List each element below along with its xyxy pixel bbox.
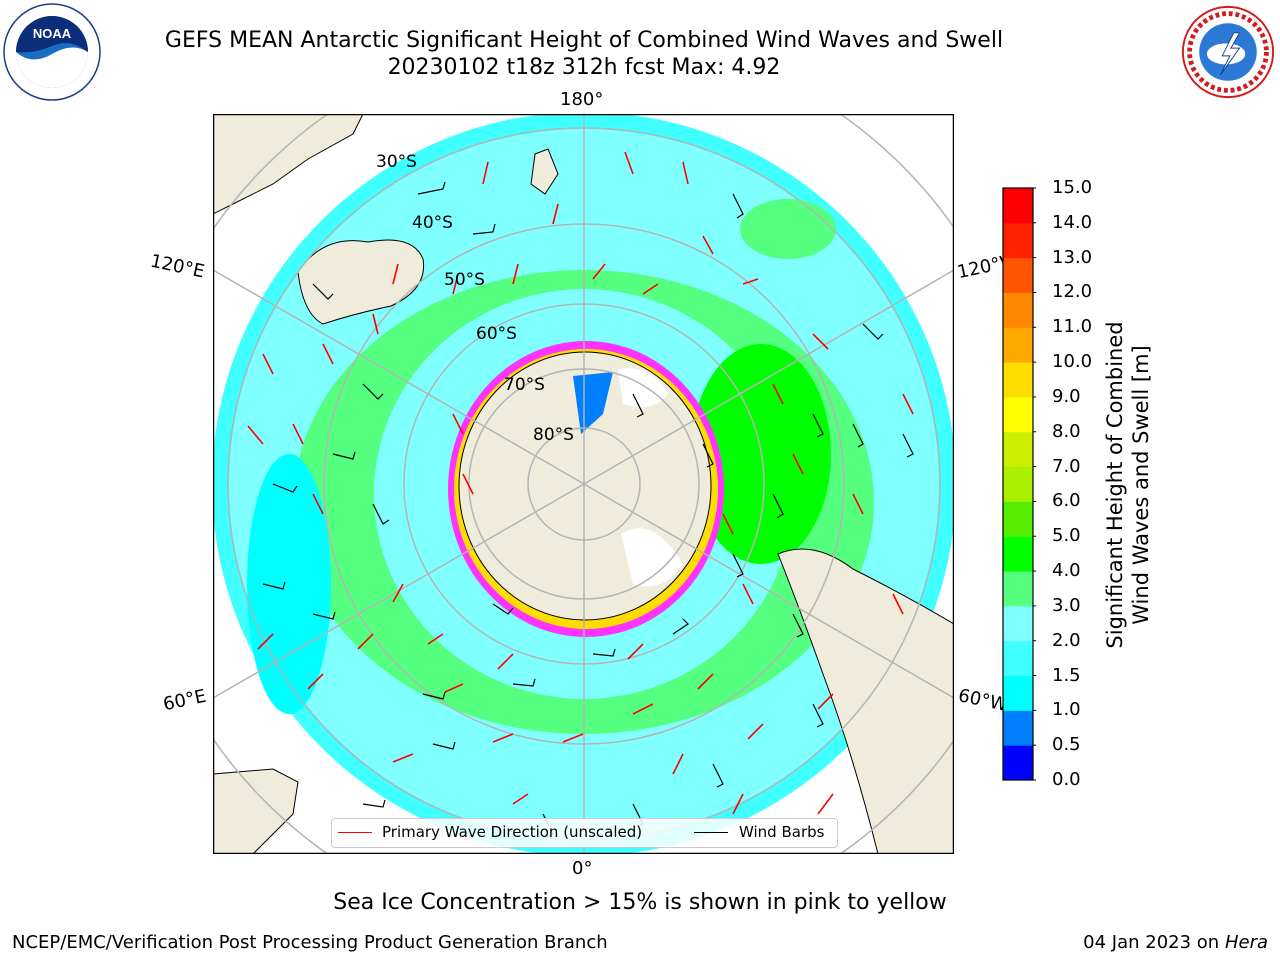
ice-shelf-weddell (621, 528, 683, 587)
wave-direction-arrows (247, 151, 914, 815)
colorbar-segment (1003, 536, 1033, 572)
footer-credit: NCEP/EMC/Verification Post Processing Pr… (12, 932, 608, 953)
land-australia (297, 239, 425, 325)
footer-date-text: 04 Jan 2023 on (1083, 932, 1225, 953)
lat-label-60s: 60°S (476, 324, 517, 344)
sea-ice-note: Sea Ice Concentration > 15% is shown in … (333, 890, 947, 915)
colorbar-tick-label: 14.0 (1052, 211, 1093, 233)
colorbar-segment (1003, 257, 1033, 293)
colorbar-tick-label: 1.5 (1052, 664, 1081, 686)
footer-date: 04 Jan 2023 on Hera (1083, 932, 1268, 953)
colorbar-tick-label: 9.0 (1052, 385, 1081, 407)
colorbar-border (1002, 187, 1034, 781)
colorbar-segment (1003, 466, 1033, 502)
ross-sea-low-waves (573, 372, 613, 434)
colorbar-tick-label: 0.0 (1052, 769, 1081, 790)
colorbar-tick-label: 1.0 (1052, 699, 1081, 721)
chart-title-line1: GEFS MEAN Antarctic Significant Height o… (164, 28, 1004, 53)
chart-title-line2: 20230102 t18z 312h fcst Max: 4.92 (387, 55, 781, 80)
colorbar-segment (1003, 188, 1033, 224)
wave-patch-cyan (247, 454, 331, 714)
colorbar-tick-label: 0.5 (1052, 734, 1081, 756)
colorbar-segment (1003, 327, 1033, 363)
colorbar-tick-label: 11.0 (1052, 316, 1093, 338)
colorbar-segment (1003, 292, 1033, 328)
colorbar-tick-label: 6.0 (1052, 490, 1081, 512)
colorbar-segment (1003, 362, 1033, 398)
colorbar-tick-label: 5.0 (1052, 525, 1081, 547)
lon-label-60e: 60°E (161, 685, 208, 716)
colorbar-tick-label: 12.0 (1052, 281, 1093, 303)
svg-text:NOAA: NOAA (33, 26, 72, 41)
colorbar (1002, 187, 1036, 781)
colorbar-segment (1003, 675, 1033, 711)
colorbar-tick-label: 4.0 (1052, 560, 1081, 582)
lon-label-0: 0° (572, 858, 593, 879)
land-africa (213, 768, 299, 854)
footer-machine: Hera (1224, 932, 1268, 953)
noaa-logo: NOAA (3, 3, 101, 101)
colorbar-segment (1003, 710, 1033, 746)
meridian-lines (213, 114, 954, 854)
colorbar-tick-label: 8.0 (1052, 420, 1081, 442)
colorbar-segment (1003, 431, 1033, 468)
lon-label-180: 180° (560, 89, 604, 110)
lat-label-30s: 30°S (376, 152, 417, 172)
colorbar-segment (1003, 745, 1033, 781)
land-new-zealand (530, 148, 559, 195)
wind-barb-legend-label: Wind Barbs (739, 823, 825, 841)
colorbar-segment (1003, 222, 1033, 259)
lat-label-80s: 80°S (533, 425, 574, 445)
lat-label-40s: 40°S (412, 213, 453, 233)
lat-label-70s: 70°S (504, 375, 545, 395)
map-legend: Primary Wave Direction (unscaled) Wind B… (331, 818, 838, 848)
wind-barb-legend-line (694, 832, 728, 833)
lon-label-120e: 120°E (148, 250, 207, 283)
wave-direction-legend-label: Primary Wave Direction (unscaled) (382, 823, 643, 841)
colorbar-tick-label: 7.0 (1052, 455, 1081, 477)
colorbar-segment (1003, 605, 1033, 642)
colorbar-segment (1003, 640, 1033, 677)
colorbar-title-line2: Wind Waves and Swell [m] (1129, 345, 1153, 625)
colorbar-tick-label: 10.0 (1052, 351, 1093, 373)
colorbar-segment (1003, 571, 1033, 607)
wave-direction-legend-line (338, 832, 372, 833)
land-asia (213, 114, 364, 215)
wave-patch (740, 199, 836, 259)
colorbar-segment (1003, 501, 1033, 537)
colorbar-title-line1: Significant Height of Combined (1103, 321, 1127, 649)
colorbar-tick-label: 2.0 (1052, 629, 1081, 651)
colorbar-segment (1003, 396, 1033, 433)
colorbar-tick-label: 13.0 (1052, 246, 1093, 268)
polar-map (213, 114, 954, 854)
colorbar-tick-label: 15.0 (1052, 177, 1093, 198)
nws-logo (1181, 5, 1275, 99)
lat-label-50s: 50°S (444, 270, 485, 290)
colorbar-tick-label: 3.0 (1052, 594, 1081, 616)
